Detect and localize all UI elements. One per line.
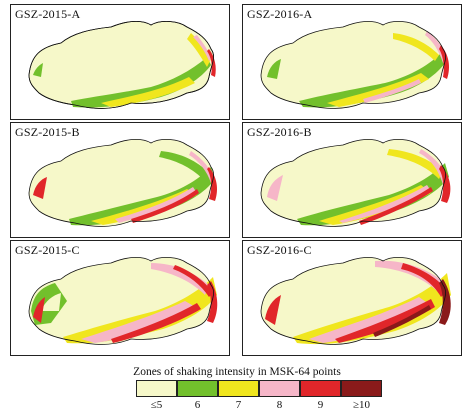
map-panel-gsz-2015-b: GSZ-2015-B [10, 122, 230, 238]
russia-map [260, 139, 451, 227]
russia-map [260, 257, 451, 345]
russia-map [260, 21, 449, 109]
legend-swatch-le5 [136, 380, 177, 397]
map-panel-gsz-2016-c: GSZ-2016-C [242, 240, 462, 356]
panel-title: GSZ-2015-A [15, 7, 81, 21]
legend-label: ≤5 [150, 399, 163, 411]
legend-swatch-6 [177, 380, 218, 397]
panel-title: GSZ-2016-A [247, 7, 313, 21]
map-panel-gsz-2016-b: GSZ-2016-B [242, 122, 462, 238]
panel-title: GSZ-2015-C [15, 243, 80, 257]
legend-title: Zones of shaking intensity in MSK-64 poi… [133, 366, 341, 378]
legend-label: ≥10 [352, 399, 371, 411]
map-panel-gsz-2015-c: GSZ-2015-C [10, 240, 230, 356]
russia-map [28, 139, 217, 227]
panel-title: GSZ-2015-B [15, 125, 80, 139]
legend-swatch-7 [218, 380, 259, 397]
panel-title: GSZ-2016-B [247, 125, 312, 139]
russia-map [28, 21, 216, 109]
map-panel-gsz-2016-a: GSZ-2016-A [242, 4, 462, 120]
legend-label: 8 [276, 399, 283, 411]
legend-swatch-8 [259, 380, 300, 397]
legend-swatch-ge10 [341, 380, 382, 397]
map-panel-gsz-2015-a: GSZ-2015-A [10, 4, 230, 120]
legend-label: 9 [317, 399, 324, 411]
legend-label: 7 [235, 399, 242, 411]
panel-title: GSZ-2016-C [247, 243, 312, 257]
legend-swatch-9 [300, 380, 341, 397]
russia-map [28, 257, 218, 345]
legend-label: 6 [194, 399, 201, 411]
